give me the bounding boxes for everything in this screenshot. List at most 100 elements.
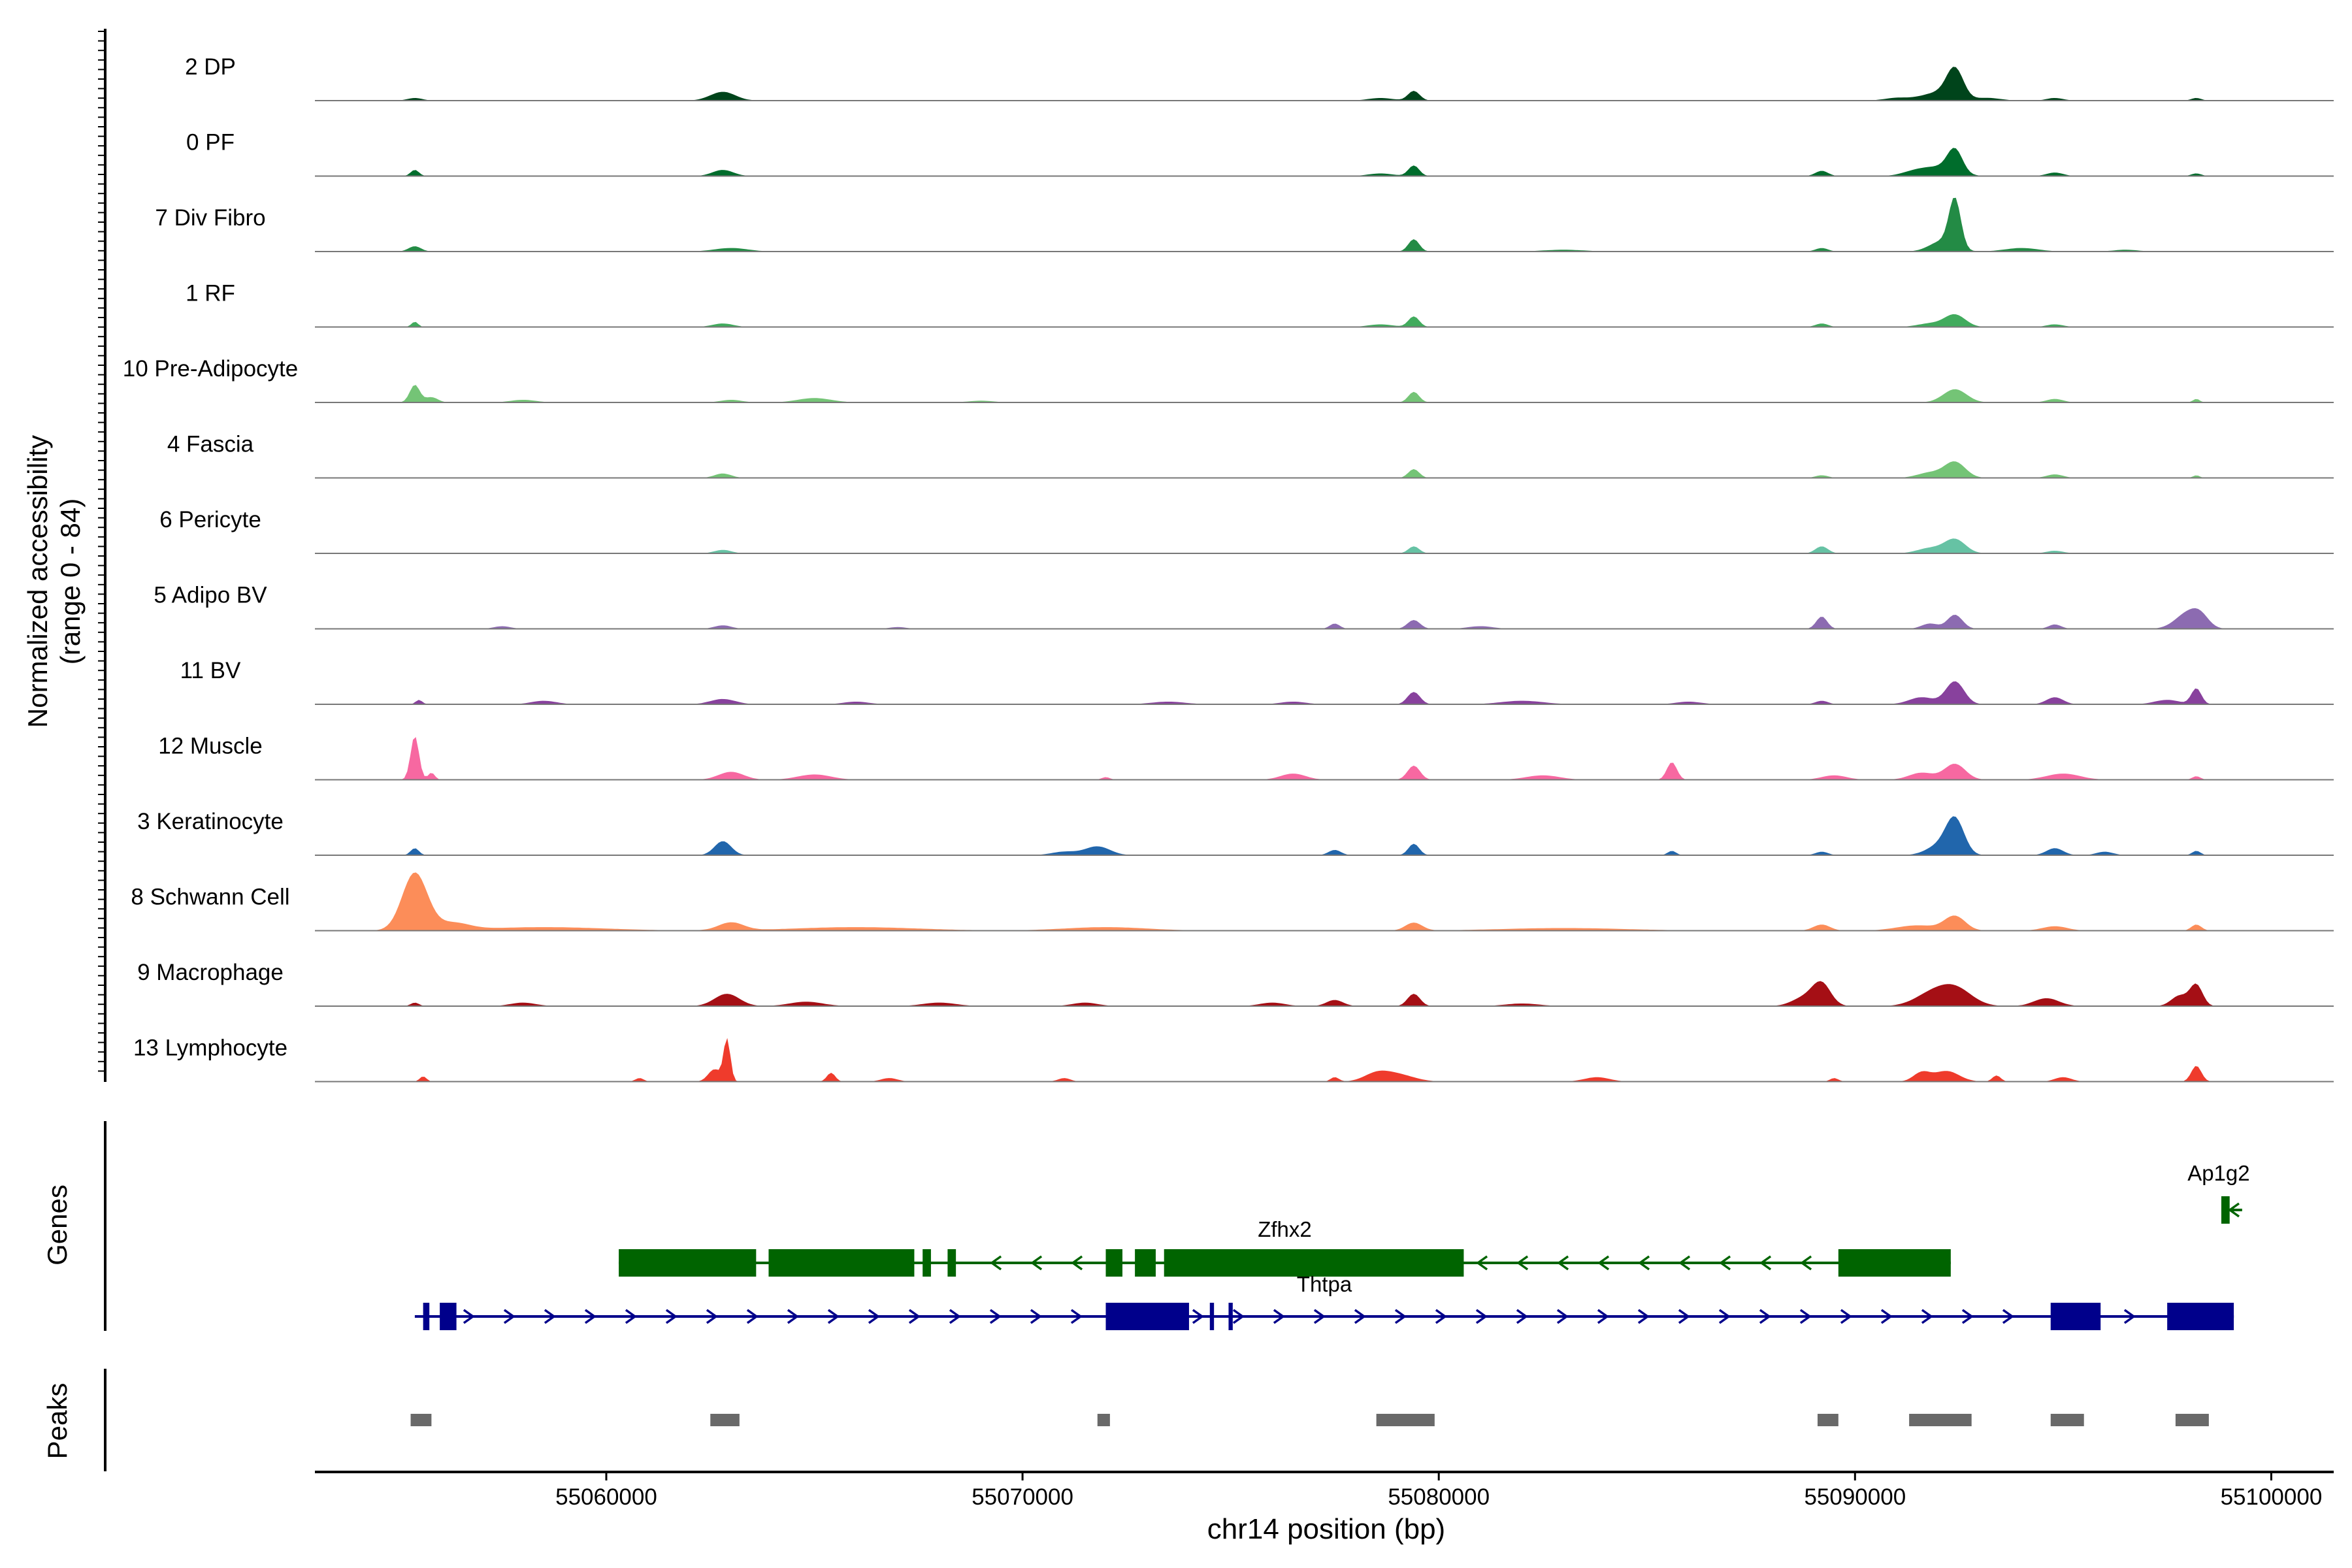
exon-zfhx2 [1105,1249,1122,1277]
strand-arrow [625,1309,637,1324]
track-labels: 2 DP 0 PF 7 Div Fibro 1 RF 10 Pre-Adipocyte 4… [123,54,298,1061]
strand-arrow [1719,1255,1731,1271]
exon-thtpa [440,1303,457,1330]
strand-arrow [1354,1309,1366,1324]
y-axis-title: Normalized accessibility [22,435,53,728]
track-label: 1 RF [186,281,235,306]
peak-region [410,1414,432,1426]
strand-arrow [2002,1309,2014,1324]
x-tick-label: 55090000 [1804,1484,1906,1510]
x-tick-label: 55070000 [972,1484,1073,1510]
strand-arrow [1192,1309,1204,1324]
track-label: 3 Keratinocyte [137,809,284,834]
coverage-5-adipo-bv [315,608,2334,629]
coverage-8-schwann-cell [315,872,2334,931]
exon-zfhx2 [1135,1249,1156,1277]
coverage-11-bv [315,681,2334,704]
exon-zfhx2 [1164,1249,1464,1277]
coverage-2-dp [315,67,2334,101]
strand-arrow [1880,1309,1893,1324]
track-label: 8 Schwann Cell [131,885,289,910]
strand-arrow [1759,1255,1772,1271]
x-axis-title: chr14 position (bp) [1207,1513,1445,1545]
strand-arrow [1232,1309,1245,1324]
strand-arrow [584,1309,596,1324]
track-label: 0 PF [186,130,235,155]
strand-arrow [1475,1309,1488,1324]
strand-arrow [746,1309,759,1324]
x-tick-label: 55080000 [1388,1484,1490,1510]
x-tick-label: 55060000 [555,1484,657,1510]
y-axis-range: (range 0 - 84) [55,498,86,664]
strand-arrow [1070,1309,1083,1324]
track-label: 9 Macrophage [137,960,284,985]
strand-arrow [1516,1309,1528,1324]
strand-arrow [1556,1309,1569,1324]
strand-arrow [1516,1255,1529,1271]
peak-region [2175,1414,2209,1426]
strand-arrow [1718,1309,1731,1324]
peak-region [1097,1414,1110,1426]
strand-arrow [463,1309,475,1324]
strand-arrow [1759,1309,1771,1324]
track-label: 5 Adipo BV [154,583,267,608]
strand-arrow [1435,1309,1447,1324]
strand-arrow [1030,1255,1043,1271]
strand-arrow [868,1309,880,1324]
peak-region [2050,1414,2084,1426]
strand-arrow [2227,1202,2240,1218]
peak-track [104,1369,2209,1471]
coverage-10-pre-adipocyte [315,385,2334,402]
strand-arrow [665,1309,678,1324]
strand-arrow [949,1309,961,1324]
track-label: 7 Div Fibro [155,205,265,231]
strand-arrow [1597,1255,1610,1271]
strand-arrow [1637,1309,1650,1324]
strand-arrow [1921,1309,1933,1324]
exon-thtpa [2167,1303,2234,1330]
peak-region [1376,1414,1435,1426]
track-label: 13 Lymphocyte [133,1036,287,1061]
strand-arrow [1840,1309,1852,1324]
strand-arrow [1638,1255,1650,1271]
strand-arrow [544,1309,556,1324]
exon-zfhx2 [947,1249,956,1277]
strand-arrow [2123,1309,2136,1324]
exon-zfhx2 [923,1249,931,1277]
genes-panel-label: Genes [42,1184,73,1266]
gene-label-thtpa: Thtpa [1297,1272,1352,1296]
peak-region [1909,1414,1972,1426]
peak-region [1817,1414,1838,1426]
coverage-9-macrophage [315,981,2334,1006]
accessibility-axis [98,29,106,1082]
strand-arrow [1678,1309,1690,1324]
strand-arrow [1799,1309,1812,1324]
gene-track: Ap1g2 Zfhx2 Thtpa [104,1121,2250,1331]
strand-arrow [1961,1309,1974,1324]
strand-arrow [1678,1255,1691,1271]
exon-thtpa [1228,1303,1233,1330]
track-label: 12 Muscle [158,734,263,759]
coverage-0-pf [315,148,2334,176]
exon-thtpa [2050,1303,2101,1330]
coverage-tracks [315,67,2334,1083]
coverage-6-pericyte [315,538,2334,553]
strand-arrow [787,1309,799,1324]
exon-thtpa [1105,1303,1189,1330]
exon-ap1g2 [2221,1196,2230,1224]
strand-arrow [1273,1309,1285,1324]
coverage-3-keratinocyte [315,816,2334,855]
strand-arrow [990,1255,1002,1271]
strand-arrow [706,1309,718,1324]
gene-label-zfhx2: Zfhx2 [1258,1217,1312,1241]
coverage-13-lymphocyte [315,1037,2334,1082]
coverage-1-rf [315,314,2334,327]
coverage-12-muscle [315,737,2334,780]
strand-arrow [1313,1309,1326,1324]
strand-arrow [1597,1309,1609,1324]
strand-arrow [503,1309,515,1324]
strand-arrow [1557,1255,1569,1271]
track-label: 4 Fascia [167,432,254,457]
x-axis: 55060000 55070000 55080000 55090000 55100000 [315,1471,2334,1510]
